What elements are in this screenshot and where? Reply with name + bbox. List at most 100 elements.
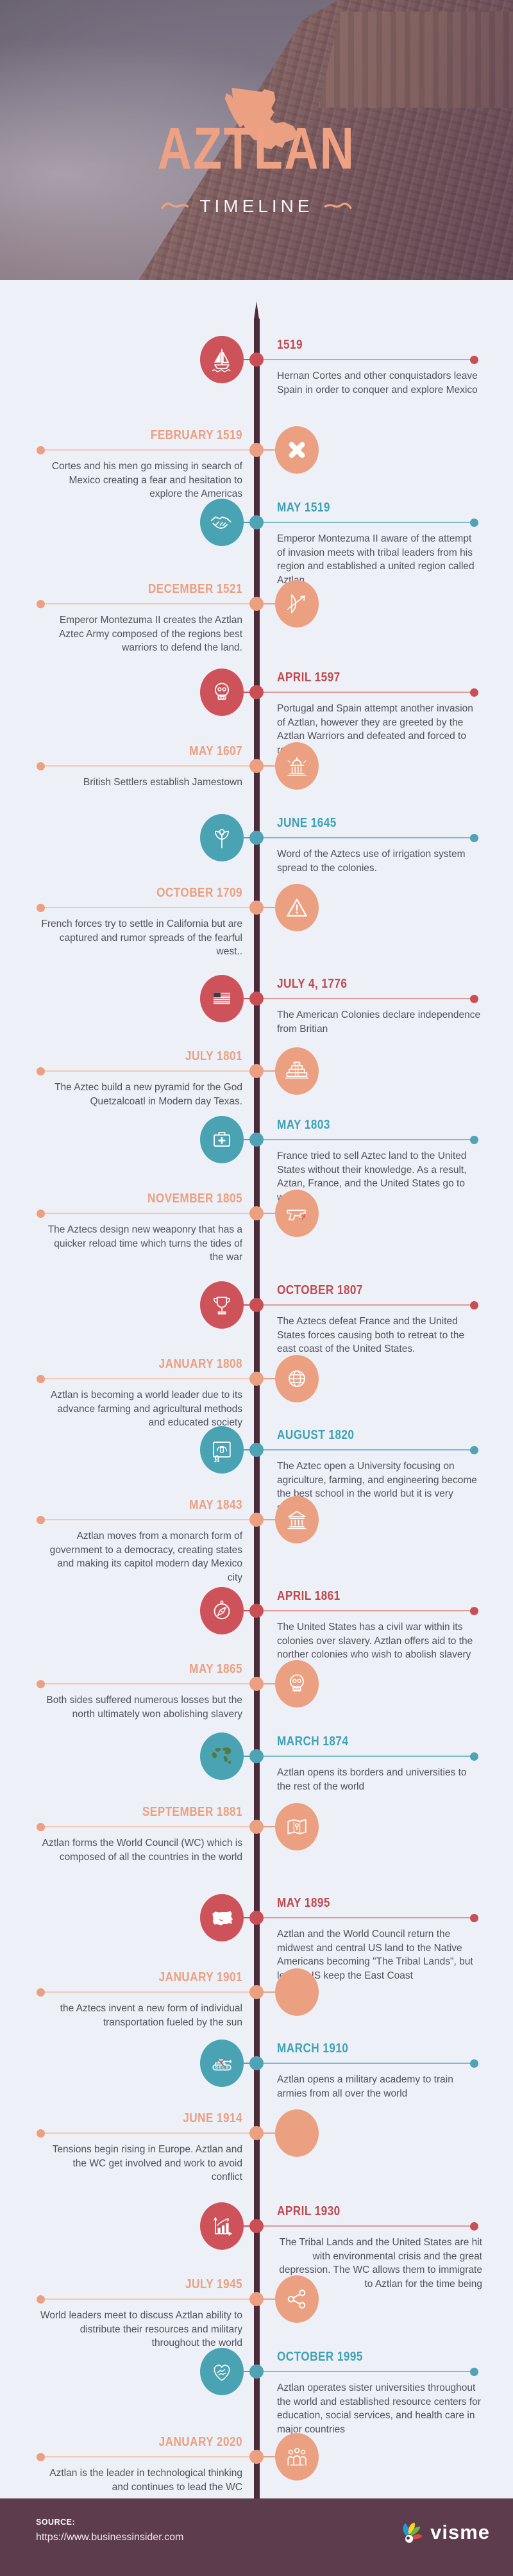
entry-text: Aztlan forms the World Council (WC) whic…	[42, 1838, 242, 1863]
chart-icon	[214, 2218, 231, 2235]
entry-icon-circle	[200, 1587, 256, 1634]
connector-line	[259, 692, 478, 693]
connector-end-dot	[470, 688, 478, 697]
timeline-node-dot	[249, 1985, 264, 1999]
entry-text: Tensions begin rising in Europe. Aztlan …	[52, 2144, 242, 2182]
entry-date: FEBRUARY 1519	[150, 428, 242, 442]
connector-line	[259, 1304, 478, 1306]
timeline-node-dot	[249, 443, 264, 457]
connector-end-dot	[37, 1679, 45, 1688]
connector-end-dot	[37, 1067, 45, 1076]
timeline-spine-tip	[254, 301, 259, 319]
connector-end-dot	[470, 1752, 478, 1761]
connector-end-dot	[37, 2452, 45, 2461]
page-title: AZTLAN	[157, 116, 356, 181]
entry-text: Emperor Montezuma II creates the Aztlan …	[58, 615, 242, 653]
entry-text: The Aztecs defeat France and the United …	[277, 1316, 465, 1354]
entry-date: SEPTEMBER 1881	[142, 1805, 242, 1819]
entry-date: OCTOBER 1807	[277, 1283, 363, 1297]
connector-line	[40, 1519, 256, 1520]
subtitle-row: TIMELINE	[0, 196, 513, 217]
entry-icon-circle	[262, 2109, 319, 2157]
entry-icon-circle	[262, 1803, 319, 1850]
compass-icon	[215, 1601, 230, 1619]
entry-date: MAY 1843	[189, 1498, 242, 1512]
timeline-node-dot	[249, 1749, 264, 1763]
entry-date: JUNE 1914	[183, 2111, 242, 2125]
connector-line	[259, 1756, 478, 1757]
world-map-icon	[212, 1747, 231, 1764]
trophy-icon	[214, 1297, 230, 1314]
entry-icon-circle	[262, 884, 319, 931]
timeline-node-dot	[249, 1443, 264, 1457]
connector-end-dot	[37, 903, 45, 912]
entry-date: JANUARY 1808	[158, 1357, 242, 1371]
entry-text: Aztlan operates sister universities thro…	[277, 2382, 481, 2435]
heart-hands-icon	[214, 2365, 229, 2381]
entry-date: APRIL 1597	[277, 670, 341, 685]
entry-date: MARCH 1910	[277, 2041, 349, 2056]
first-aid-icon	[214, 1133, 230, 1146]
entry-icon-circle	[262, 1355, 319, 1402]
people-icon	[288, 2448, 306, 2465]
us-map-icon	[212, 1911, 233, 1925]
entry-date: JULY 4, 1776	[277, 977, 348, 991]
timeline-node-dot	[249, 1064, 264, 1078]
timeline-node-dot	[249, 515, 264, 529]
entry-icon-circle	[200, 336, 256, 383]
connector-line	[259, 1917, 478, 1918]
entry-date: JULY 1801	[185, 1049, 242, 1063]
entry-date: MAY 1895	[277, 1896, 330, 1910]
entry-text: The Aztec build a new pyramid for the Go…	[55, 1082, 242, 1107]
entry-icon-circle	[200, 2202, 256, 2250]
timeline-node-dot	[249, 1677, 264, 1691]
timeline-node-dot	[249, 2126, 264, 2140]
connector-line	[259, 2371, 478, 2372]
pyramid-icon	[286, 1062, 308, 1078]
connector-line	[40, 1991, 256, 1993]
timeline-node-dot	[249, 597, 264, 611]
entry-text: Aztlan opens a military academy to train…	[277, 2074, 453, 2099]
entry-icon-circle	[200, 1733, 256, 1780]
timeline-node-dot	[249, 1604, 264, 1618]
connector-line	[259, 1449, 478, 1450]
entry-icon-circle	[262, 1660, 319, 1708]
connector-end-dot	[470, 994, 478, 1003]
connector-end-dot	[37, 1515, 45, 1524]
x-icon	[292, 445, 303, 456]
entry-text: France tried to sell Aztec land to the U…	[277, 1151, 467, 1203]
entry-icon-circle	[200, 2348, 256, 2395]
connector-end-dot	[37, 1209, 45, 1218]
source-label: SOURCE:	[36, 2518, 76, 2527]
entry-text: Word of the Aztecs use of irrigation sys…	[277, 849, 466, 874]
entry-icon-circle	[262, 742, 319, 790]
connector-line	[259, 1139, 478, 1140]
connector-end-dot	[37, 445, 45, 454]
timeline-node-dot	[249, 1298, 264, 1312]
entry-text: The Aztecs design new weaponry that has …	[47, 1224, 242, 1263]
timeline-node-dot	[249, 2219, 264, 2233]
entry-icon-circle	[262, 2275, 319, 2323]
entry-text: Cortes and his men go missing in search …	[51, 461, 242, 499]
connector-end-dot	[470, 1300, 478, 1309]
footer: SOURCE: https://www.businessinsider.com …	[0, 2498, 513, 2576]
entry-text: Both sides suffered numerous losses but …	[46, 1695, 242, 1720]
connector-line	[40, 1070, 256, 1072]
entry-text: the Aztecs invent a new form of individu…	[60, 2003, 242, 2028]
connector-end-dot	[37, 2129, 45, 2138]
entry-icon-circle	[200, 1281, 256, 1329]
connector-end-dot	[470, 2059, 478, 2068]
swash-left-icon	[161, 203, 189, 209]
connector-line	[40, 1826, 256, 1827]
timeline-spine	[254, 319, 260, 2498]
entry-icon-circle	[262, 1496, 319, 1543]
entry-date: NOVEMBER 1805	[147, 1192, 242, 1206]
tank-icon	[213, 2059, 231, 2070]
connector-end-dot	[37, 2295, 45, 2304]
connector-line	[259, 1610, 478, 1611]
connector-end-dot	[37, 1822, 45, 1831]
entry-date: JULY 1945	[185, 2277, 242, 2291]
connector-end-dot	[470, 355, 478, 364]
visme-logo: visme	[399, 2519, 490, 2546]
